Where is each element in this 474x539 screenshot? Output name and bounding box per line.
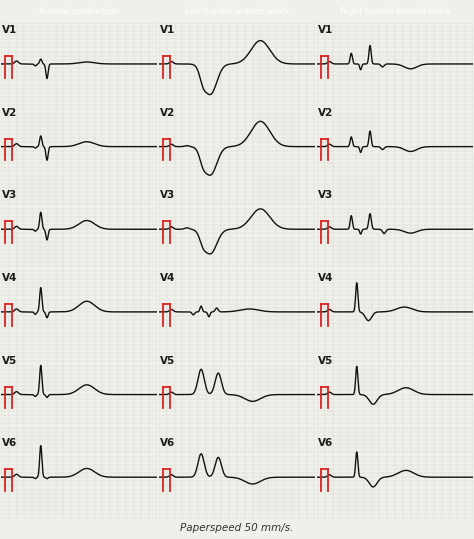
Text: Normal conduction: Normal conduction xyxy=(39,7,119,16)
Text: V3: V3 xyxy=(2,190,17,201)
Text: Left bundle branch block: Left bundle branch block xyxy=(185,7,289,16)
Text: V5: V5 xyxy=(2,356,17,365)
Text: V2: V2 xyxy=(160,108,175,118)
Text: Right bundle branch block: Right bundle branch block xyxy=(339,7,450,16)
Text: V5: V5 xyxy=(160,356,175,365)
Text: V2: V2 xyxy=(318,108,333,118)
Text: V1: V1 xyxy=(318,25,333,35)
Text: V4: V4 xyxy=(160,273,175,283)
Text: V6: V6 xyxy=(318,438,333,448)
Text: V5: V5 xyxy=(318,356,333,365)
Text: V6: V6 xyxy=(160,438,175,448)
Text: V4: V4 xyxy=(318,273,333,283)
Text: V2: V2 xyxy=(2,108,17,118)
Text: V3: V3 xyxy=(160,190,175,201)
Text: V1: V1 xyxy=(160,25,175,35)
Text: V1: V1 xyxy=(2,25,17,35)
Text: V3: V3 xyxy=(318,190,333,201)
Text: V4: V4 xyxy=(2,273,17,283)
Text: Paperspeed 50 mm/s.: Paperspeed 50 mm/s. xyxy=(180,523,294,533)
Text: V6: V6 xyxy=(2,438,17,448)
